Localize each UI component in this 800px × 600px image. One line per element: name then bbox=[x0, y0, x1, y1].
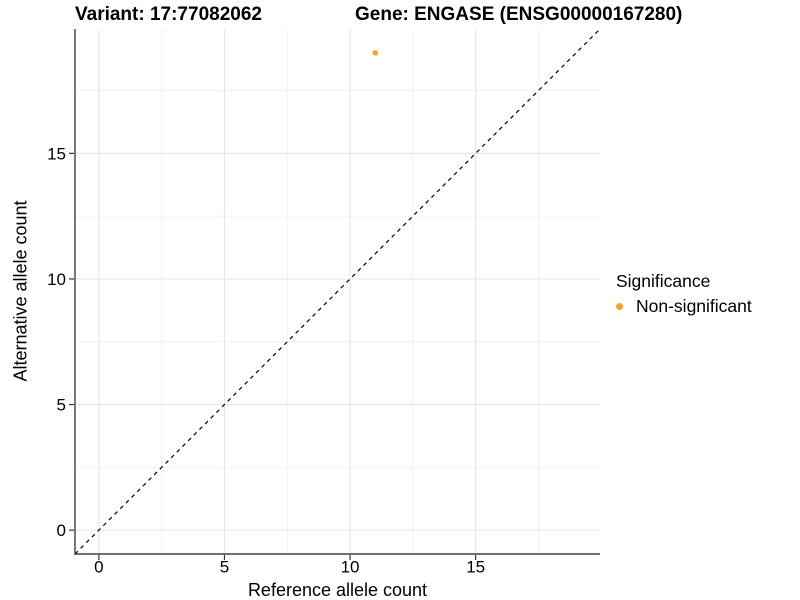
x-tick-label: 10 bbox=[341, 558, 360, 577]
y-tick-label: 0 bbox=[57, 521, 66, 540]
y-tick-label: 15 bbox=[47, 144, 66, 163]
x-tick-label: 0 bbox=[94, 558, 103, 577]
y-axis-title: Alternative allele count bbox=[10, 200, 31, 382]
gene-title: Gene: ENGASE (ENSG00000167280) bbox=[355, 4, 683, 25]
y-tick-label: 5 bbox=[57, 396, 66, 415]
x-tick-label: 15 bbox=[466, 558, 485, 577]
x-axis-title: Reference allele count bbox=[247, 580, 428, 600]
legend-entry-label: Non-significant bbox=[636, 296, 752, 316]
identity-dashed-line bbox=[74, 28, 601, 555]
variant-title: Variant: 17:77082062 bbox=[75, 4, 262, 25]
x-tick-label: 5 bbox=[220, 558, 229, 577]
y-tick-label: 10 bbox=[47, 270, 66, 289]
data-point bbox=[372, 50, 378, 56]
legend-entry: Non-significant bbox=[616, 296, 752, 317]
legend: Significance Non-significant bbox=[616, 271, 752, 317]
legend-point-swatch-icon bbox=[616, 303, 623, 310]
legend-title: Significance bbox=[616, 271, 711, 291]
